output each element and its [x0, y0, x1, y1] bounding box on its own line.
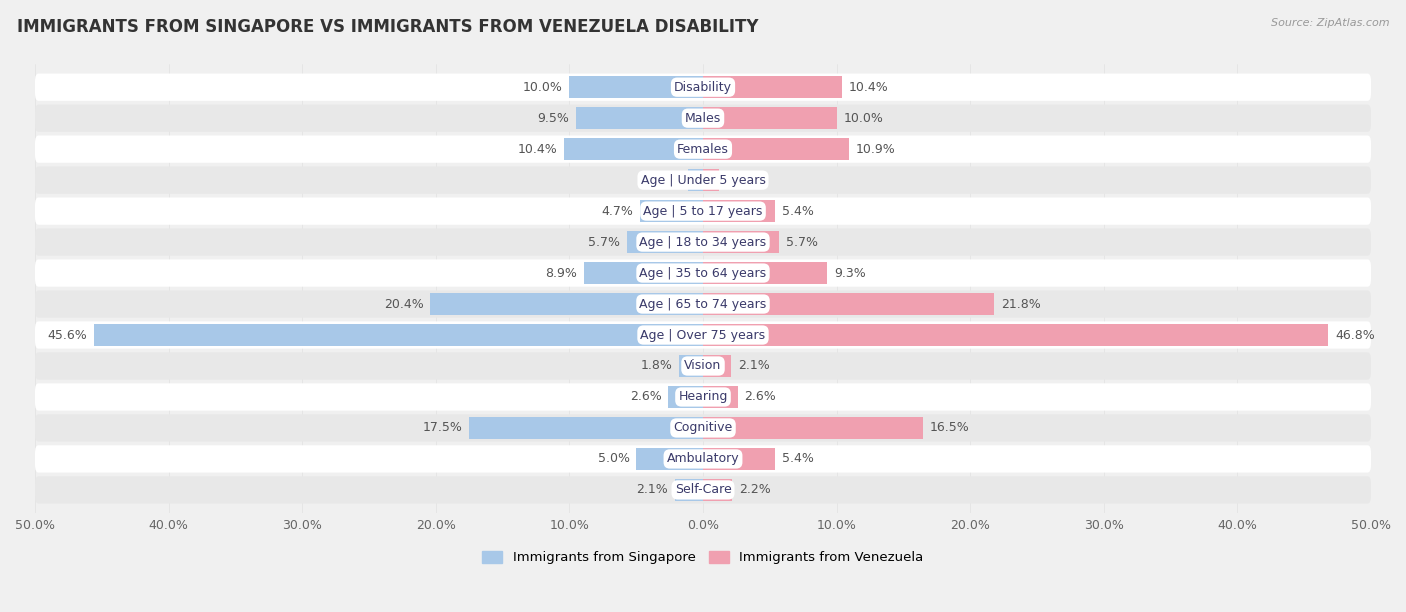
FancyBboxPatch shape — [35, 259, 1371, 286]
Text: Hearing: Hearing — [678, 390, 728, 403]
FancyBboxPatch shape — [35, 353, 1371, 379]
FancyBboxPatch shape — [35, 446, 1371, 472]
Text: 1.1%: 1.1% — [650, 174, 682, 187]
Bar — [703, 231, 779, 253]
Text: 10.9%: 10.9% — [855, 143, 896, 155]
Bar — [569, 76, 703, 99]
Text: 5.7%: 5.7% — [588, 236, 620, 248]
Bar — [668, 386, 703, 408]
FancyBboxPatch shape — [35, 383, 1371, 411]
Bar — [703, 324, 1329, 346]
Text: Age | 35 to 64 years: Age | 35 to 64 years — [640, 267, 766, 280]
Text: 10.4%: 10.4% — [849, 81, 889, 94]
Bar — [703, 138, 849, 160]
Text: 10.0%: 10.0% — [844, 111, 883, 125]
Bar — [679, 355, 703, 377]
Bar — [703, 262, 827, 284]
Bar — [703, 386, 738, 408]
Text: 16.5%: 16.5% — [931, 422, 970, 435]
Text: Age | 65 to 74 years: Age | 65 to 74 years — [640, 297, 766, 310]
Bar — [583, 262, 703, 284]
Text: 2.2%: 2.2% — [740, 483, 770, 496]
Bar — [470, 417, 703, 439]
Text: Source: ZipAtlas.com: Source: ZipAtlas.com — [1271, 18, 1389, 28]
Bar — [689, 169, 703, 192]
Bar — [636, 448, 703, 470]
FancyBboxPatch shape — [35, 414, 1371, 442]
Text: 2.6%: 2.6% — [630, 390, 662, 403]
Text: Ambulatory: Ambulatory — [666, 452, 740, 466]
Text: Vision: Vision — [685, 359, 721, 373]
Text: 10.0%: 10.0% — [523, 81, 562, 94]
FancyBboxPatch shape — [35, 476, 1371, 504]
FancyBboxPatch shape — [35, 228, 1371, 256]
Bar — [703, 107, 837, 129]
Text: 10.4%: 10.4% — [517, 143, 557, 155]
Text: Age | Over 75 years: Age | Over 75 years — [641, 329, 765, 341]
FancyBboxPatch shape — [35, 321, 1371, 349]
Text: 5.7%: 5.7% — [786, 236, 818, 248]
Bar — [703, 293, 994, 315]
Bar — [675, 479, 703, 501]
Text: Cognitive: Cognitive — [673, 422, 733, 435]
Bar — [564, 138, 703, 160]
Bar — [430, 293, 703, 315]
Text: 20.4%: 20.4% — [384, 297, 423, 310]
Text: 4.7%: 4.7% — [602, 204, 634, 218]
Text: Age | Under 5 years: Age | Under 5 years — [641, 174, 765, 187]
Bar — [703, 417, 924, 439]
Text: 1.2%: 1.2% — [725, 174, 758, 187]
Text: IMMIGRANTS FROM SINGAPORE VS IMMIGRANTS FROM VENEZUELA DISABILITY: IMMIGRANTS FROM SINGAPORE VS IMMIGRANTS … — [17, 18, 758, 36]
Text: 5.4%: 5.4% — [782, 204, 814, 218]
FancyBboxPatch shape — [35, 73, 1371, 101]
Text: Age | 18 to 34 years: Age | 18 to 34 years — [640, 236, 766, 248]
Text: 5.0%: 5.0% — [598, 452, 630, 466]
Text: 8.9%: 8.9% — [546, 267, 578, 280]
Text: 5.4%: 5.4% — [782, 452, 814, 466]
FancyBboxPatch shape — [35, 198, 1371, 225]
Bar — [627, 231, 703, 253]
Text: 2.6%: 2.6% — [744, 390, 776, 403]
FancyBboxPatch shape — [35, 166, 1371, 194]
Text: 9.5%: 9.5% — [537, 111, 569, 125]
Text: Age | 5 to 17 years: Age | 5 to 17 years — [644, 204, 762, 218]
Text: 21.8%: 21.8% — [1001, 297, 1040, 310]
Text: 2.1%: 2.1% — [738, 359, 769, 373]
Text: Disability: Disability — [673, 81, 733, 94]
Text: 2.1%: 2.1% — [637, 483, 668, 496]
Text: Self-Care: Self-Care — [675, 483, 731, 496]
Bar — [94, 324, 703, 346]
FancyBboxPatch shape — [35, 291, 1371, 318]
FancyBboxPatch shape — [35, 105, 1371, 132]
Legend: Immigrants from Singapore, Immigrants from Venezuela: Immigrants from Singapore, Immigrants fr… — [477, 545, 929, 569]
Text: 45.6%: 45.6% — [48, 329, 87, 341]
Bar — [576, 107, 703, 129]
Text: Males: Males — [685, 111, 721, 125]
Text: Females: Females — [678, 143, 728, 155]
Text: 46.8%: 46.8% — [1334, 329, 1375, 341]
Bar — [703, 169, 718, 192]
Bar — [703, 355, 731, 377]
Bar — [703, 76, 842, 99]
Text: 9.3%: 9.3% — [834, 267, 866, 280]
Text: 17.5%: 17.5% — [423, 422, 463, 435]
Bar — [703, 479, 733, 501]
FancyBboxPatch shape — [35, 135, 1371, 163]
Bar — [703, 448, 775, 470]
Text: 1.8%: 1.8% — [640, 359, 672, 373]
Bar — [703, 200, 775, 222]
Bar — [640, 200, 703, 222]
